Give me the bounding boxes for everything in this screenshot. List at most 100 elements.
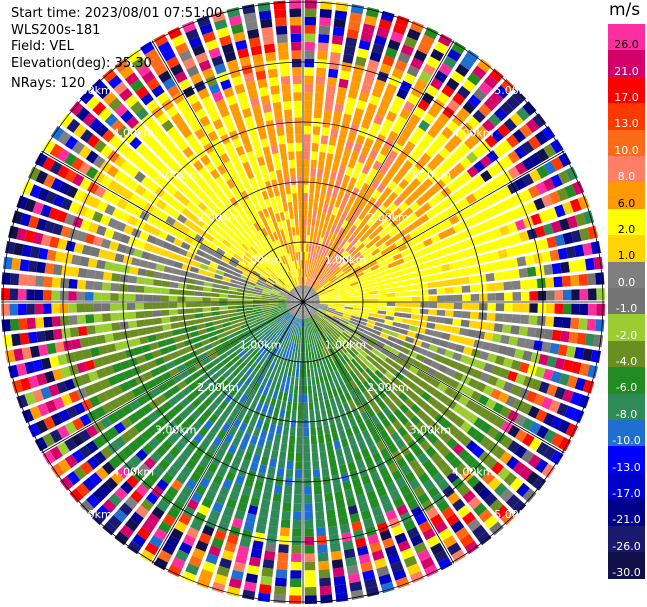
velocity-gate — [300, 293, 303, 302]
velocity-gate — [261, 567, 274, 578]
velocity-gate — [398, 328, 409, 336]
velocity-gate — [354, 432, 364, 443]
velocity-gate — [336, 300, 345, 302]
velocity-gate — [383, 436, 394, 447]
velocity-gate — [217, 164, 227, 175]
velocity-gate — [300, 285, 303, 294]
velocity-gate — [361, 164, 371, 175]
velocity-gate — [408, 245, 418, 254]
velocity-gate — [560, 330, 570, 343]
velocity-gate — [152, 317, 162, 325]
velocity-gate — [386, 481, 398, 494]
velocity-gate — [483, 515, 499, 529]
velocity-gate — [126, 475, 140, 488]
velocity-gate — [157, 339, 168, 348]
velocity-gate — [172, 220, 183, 230]
velocity-gate — [252, 53, 264, 64]
velocity-gate — [405, 356, 415, 365]
velocity-gate — [286, 375, 291, 385]
velocity-gate — [43, 416, 56, 430]
velocity-gate — [435, 280, 445, 288]
velocity-gate — [303, 300, 312, 302]
velocity-gate — [314, 284, 322, 291]
velocity-gate — [430, 378, 441, 388]
velocity-gate — [303, 444, 310, 453]
velocity-gate — [193, 160, 204, 171]
velocity-gate — [158, 133, 170, 146]
velocity-gate — [258, 10, 272, 20]
velocity-gate — [348, 417, 357, 427]
velocity-gate — [144, 542, 159, 556]
velocity-gate — [93, 451, 107, 465]
velocity-gate — [304, 16, 317, 26]
velocity-gate — [304, 67, 314, 76]
velocity-gate — [421, 165, 433, 177]
velocity-gate — [73, 242, 84, 254]
velocity-gate — [282, 168, 290, 178]
velocity-gate — [298, 285, 302, 294]
velocity-gate — [333, 111, 342, 122]
velocity-gate — [36, 373, 48, 386]
range-ring-label: 1.00km — [325, 254, 367, 267]
velocity-gate — [455, 63, 470, 77]
velocity-gate — [169, 288, 178, 295]
velocity-gate — [518, 230, 530, 242]
velocity-gate — [335, 326, 344, 334]
velocity-gate — [491, 461, 505, 475]
velocity-gate — [197, 228, 208, 238]
velocity-gate — [252, 243, 261, 252]
velocity-gate — [259, 238, 267, 248]
velocity-gate — [194, 234, 205, 243]
velocity-gate — [120, 160, 133, 173]
velocity-gate — [230, 569, 244, 581]
velocity-gate — [278, 267, 285, 275]
velocity-gate — [261, 26, 274, 37]
velocity-gate — [153, 63, 168, 76]
velocity-gate — [225, 360, 234, 369]
velocity-gate — [40, 357, 52, 370]
velocity-gate — [349, 389, 357, 399]
velocity-gate — [390, 248, 400, 256]
velocity-gate — [402, 254, 413, 263]
velocity-gate — [475, 360, 487, 370]
velocity-gate — [218, 352, 228, 361]
range-ring-label: 5.00km — [70, 84, 112, 97]
velocity-gate — [499, 185, 512, 198]
velocity-gate — [254, 445, 263, 456]
velocity-gate — [280, 256, 286, 265]
colorbar-tick-label: -1.0 — [615, 302, 638, 316]
velocity-gate — [488, 113, 502, 127]
velocity-gate — [219, 302, 228, 306]
velocity-gate — [327, 261, 335, 270]
velocity-gate — [329, 170, 337, 181]
velocity-gate — [438, 528, 453, 541]
velocity-gate — [397, 243, 408, 252]
velocity-gate — [343, 445, 352, 456]
velocity-gate — [111, 385, 124, 397]
velocity-gate — [73, 402, 86, 415]
velocity-gate — [358, 440, 367, 451]
velocity-gate — [135, 448, 148, 462]
velocity-gate — [247, 248, 256, 257]
velocity-gate — [493, 271, 504, 281]
range-ring-label: 2.00km — [367, 211, 409, 224]
velocity-gate — [54, 341, 65, 353]
velocity-gate — [96, 259, 106, 270]
velocity-gate — [453, 429, 466, 442]
velocity-gate — [262, 309, 271, 313]
velocity-gate — [143, 294, 153, 302]
velocity-gate — [266, 162, 275, 173]
velocity-gate — [102, 323, 113, 333]
velocity-gate — [403, 72, 416, 85]
velocity-gate — [275, 315, 283, 322]
velocity-gate — [384, 278, 394, 285]
velocity-gate — [362, 214, 372, 224]
velocity-gate — [508, 258, 519, 268]
velocity-gate — [292, 83, 302, 93]
velocity-gate — [90, 78, 106, 94]
velocity-gate — [290, 25, 302, 34]
velocity-gate — [172, 459, 184, 471]
velocity-gate — [353, 64, 365, 75]
velocity-gate — [391, 524, 404, 537]
velocity-gate — [245, 287, 255, 292]
